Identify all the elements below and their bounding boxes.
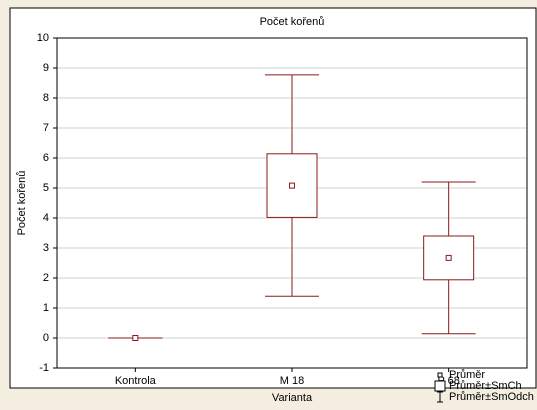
y-tick-label: 4 bbox=[43, 212, 49, 224]
legend-label: Průměr±SmOdch bbox=[449, 391, 534, 403]
mean-marker bbox=[445, 254, 452, 261]
y-tick-label: 6 bbox=[43, 152, 49, 164]
x-axis-label: Varianta bbox=[272, 392, 313, 404]
y-tick-label: 1 bbox=[43, 302, 49, 314]
y-tick-label: 2 bbox=[43, 272, 49, 284]
legend-symbol bbox=[437, 372, 443, 378]
y-tick-label: 3 bbox=[43, 242, 49, 254]
mean-marker bbox=[289, 182, 295, 189]
x-tick-label: Kontrola bbox=[115, 375, 157, 387]
y-tick-label: 8 bbox=[43, 92, 49, 104]
y-axis-label: Počet kořenů bbox=[16, 171, 28, 236]
legend-symbol bbox=[434, 380, 446, 392]
mean-marker bbox=[132, 335, 139, 341]
y-tick-label: 9 bbox=[43, 62, 49, 74]
y-tick-label: 0 bbox=[43, 332, 49, 344]
y-tick-label: 10 bbox=[37, 32, 49, 44]
x-tick-label: M 18 bbox=[280, 375, 304, 387]
y-tick-label: -1 bbox=[39, 362, 49, 374]
legend-label: Průměr±SmCh bbox=[449, 380, 522, 392]
chart-title: Počet kořenů bbox=[260, 16, 325, 28]
y-tick-label: 5 bbox=[43, 182, 49, 194]
y-tick-label: 7 bbox=[43, 122, 49, 134]
legend-label: Průměr bbox=[449, 369, 485, 381]
